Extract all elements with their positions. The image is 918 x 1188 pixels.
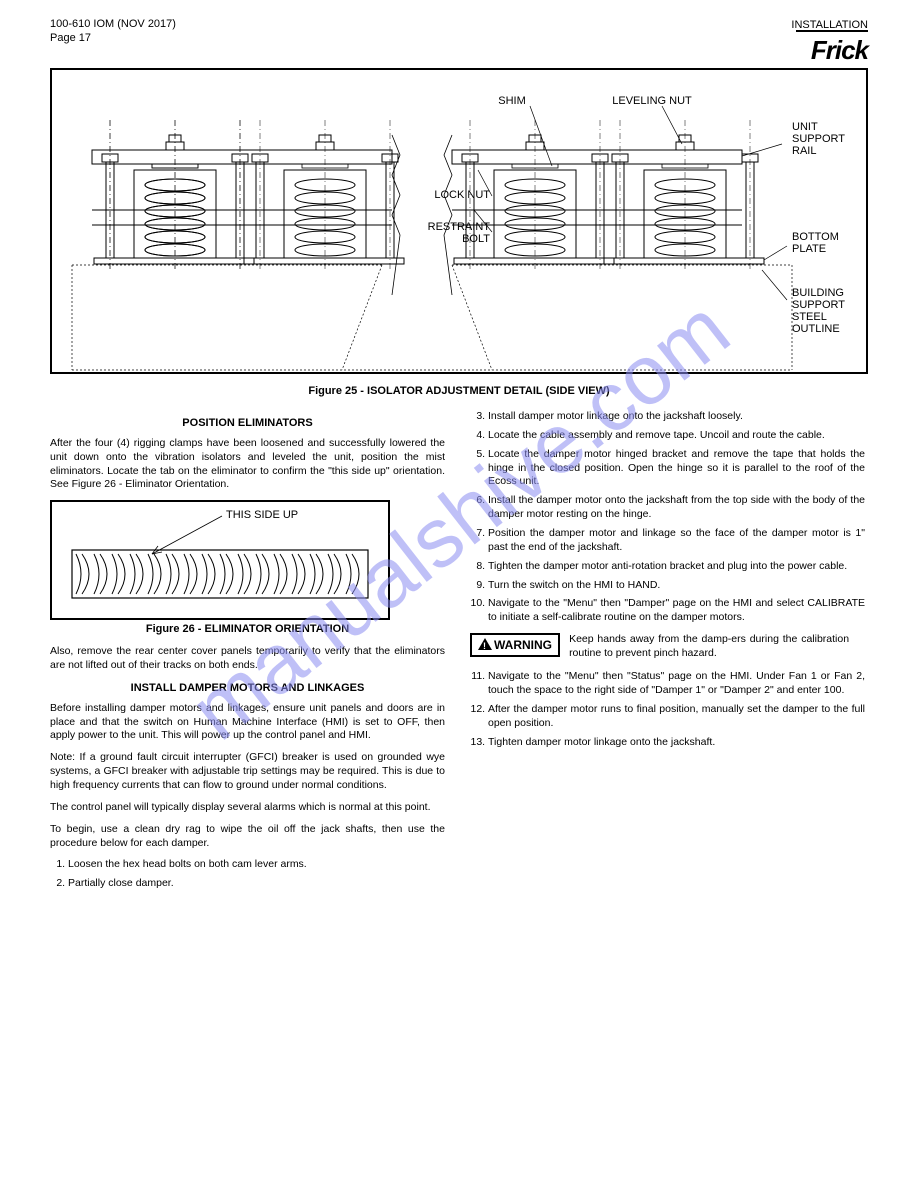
para-install-dampers-4: To begin, use a clean dry rag to wipe th… bbox=[50, 823, 445, 851]
para-install-dampers-3: The control panel will typically display… bbox=[50, 801, 445, 815]
page-number: Page 17 bbox=[50, 32, 91, 44]
figure-25-caption: Figure 25 - ISOLATOR ADJUSTMENT DETAIL (… bbox=[50, 384, 868, 399]
install-step: Partially close damper. bbox=[68, 877, 445, 891]
label-shim: SHIM bbox=[498, 95, 526, 107]
install-step: Turn the switch on the HMI to HAND. bbox=[488, 579, 865, 593]
install-step: Tighten the damper motor anti-rotation b… bbox=[488, 560, 865, 574]
label-this-side-up: THIS SIDE UP bbox=[226, 509, 298, 521]
label-unit-support-rail: UNITSUPPORTRAIL bbox=[792, 121, 845, 157]
header-left: 100-610 IOM (NOV 2017) Page 17 bbox=[50, 18, 176, 46]
label-leveling-nut: LEVELING NUT bbox=[612, 95, 692, 107]
warning-icon bbox=[478, 638, 492, 650]
isolator-diagram: SHIM LEVELING NUT UNITSUPPORTRAIL LOCK N… bbox=[52, 70, 866, 372]
install-step: Locate the damper motor hinged bracket a… bbox=[488, 448, 865, 490]
figure-26-caption: Figure 26 - ELIMINATOR ORIENTATION bbox=[50, 622, 445, 637]
install-step: Locate the cable assembly and remove tap… bbox=[488, 429, 865, 443]
warning-text: Keep hands away from the damp-ers during… bbox=[569, 633, 849, 660]
install-step: Install damper motor linkage onto the ja… bbox=[488, 410, 865, 424]
label-lock-nut: LOCK NUT bbox=[434, 189, 490, 201]
install-step: Loosen the hex head bolts on both cam le… bbox=[68, 858, 445, 872]
para-install-dampers-1: Before installing damper motors and link… bbox=[50, 702, 445, 744]
section-install-dampers-title: INSTALL DAMPER MOTORS AND LINKAGES bbox=[50, 681, 445, 696]
install-step: Navigate to the "Menu" then "Damper" pag… bbox=[488, 597, 865, 625]
install-step: Navigate to the "Menu" then "Status" pag… bbox=[488, 670, 865, 698]
para-install-dampers-2: Note: If a ground fault circuit interrup… bbox=[50, 751, 445, 793]
label-bottom-plate: BOTTOMPLATE bbox=[792, 231, 839, 255]
figure-25: SHIM LEVELING NUT UNITSUPPORTRAIL LOCK N… bbox=[50, 68, 868, 374]
install-step: Position the damper motor and linkage so… bbox=[488, 527, 865, 555]
header-right: INSTALLATION Frick bbox=[791, 18, 868, 68]
figure-26: THIS SIDE UP bbox=[50, 500, 390, 620]
install-step: Install the damper motor onto the jacksh… bbox=[488, 494, 865, 522]
install-step: Tighten damper motor linkage onto the ja… bbox=[488, 736, 865, 750]
frick-logo: Frick bbox=[791, 33, 868, 68]
install-step: After the damper motor runs to final pos… bbox=[488, 703, 865, 731]
install-steps-list-left: Loosen the hex head bolts on both cam le… bbox=[50, 858, 445, 891]
label-restraint-bolt: RESTRAINTBOLT bbox=[428, 221, 491, 245]
label-building-support: BUILDINGSUPPORTSTEELOUTLINE bbox=[792, 287, 845, 335]
section-position-eliminators-title: POSITION ELIMINATORS bbox=[50, 416, 445, 431]
para-position-eliminators-1: After the four (4) rigging clamps have b… bbox=[50, 437, 445, 492]
doc-id: 100-610 IOM (NOV 2017) bbox=[50, 18, 176, 30]
install-steps-list-right-2: Navigate to the "Menu" then "Status" pag… bbox=[470, 670, 865, 749]
para-position-eliminators-2: Also, remove the rear center cover panel… bbox=[50, 645, 445, 673]
warning-badge: WARNING bbox=[470, 633, 560, 657]
install-steps-list-right: Install damper motor linkage onto the ja… bbox=[470, 410, 865, 625]
